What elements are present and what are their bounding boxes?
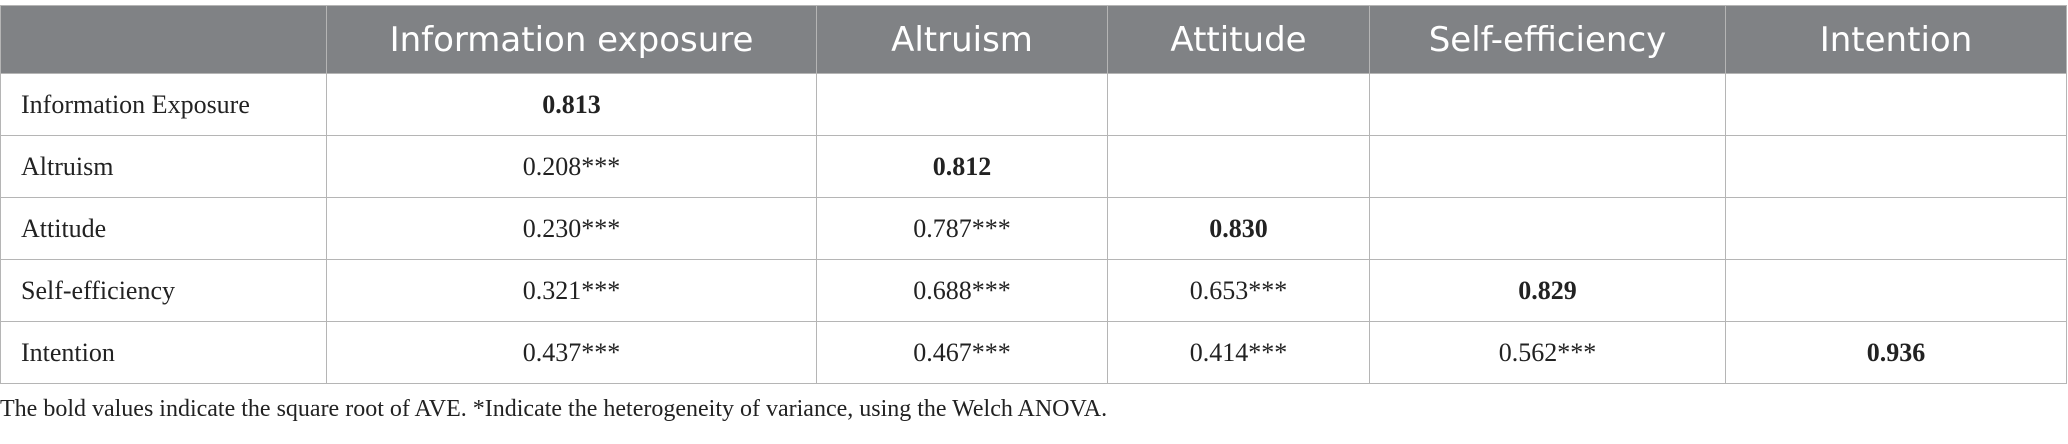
table-row: Information Exposure 0.813 xyxy=(0,73,2067,136)
value-cell: 0.437*** xyxy=(326,321,817,384)
value-cell: 0.208*** xyxy=(326,135,817,198)
column-header: Information exposure xyxy=(326,5,817,74)
empty-cell xyxy=(1725,135,2067,198)
table-note: The bold values indicate the square root… xyxy=(0,396,1108,422)
empty-cell xyxy=(816,73,1108,136)
header-row: Information exposure Altruism Attitude Self… xyxy=(0,5,2067,74)
empty-cell xyxy=(1369,135,1726,198)
value-cell: 0.936 xyxy=(1725,321,2067,384)
value-cell: 0.230*** xyxy=(326,197,817,260)
value-cell: 0.653*** xyxy=(1107,259,1370,322)
table-body: Information Exposure 0.813 Altruism 0.208**… xyxy=(0,73,2067,384)
empty-cell xyxy=(1725,73,2067,136)
row-label: Information Exposure xyxy=(0,73,327,136)
value-cell: 0.830 xyxy=(1107,197,1370,260)
value-cell: 0.414*** xyxy=(1107,321,1370,384)
value-cell: 0.829 xyxy=(1369,259,1726,322)
column-header: Self-efficiency xyxy=(1369,5,1726,74)
row-label: Attitude xyxy=(0,197,327,260)
value-cell: 0.688*** xyxy=(816,259,1108,322)
value-cell: 0.562*** xyxy=(1369,321,1726,384)
empty-cell xyxy=(1369,197,1726,260)
row-label: Self-efficiency xyxy=(0,259,327,322)
table-row: Attitude 0.230*** 0.787*** 0.830 xyxy=(0,197,2067,260)
empty-cell xyxy=(1725,259,2067,322)
column-header: Altruism xyxy=(816,5,1108,74)
empty-cell xyxy=(1725,197,2067,260)
corner-cell xyxy=(0,5,327,74)
row-label: Intention xyxy=(0,321,327,384)
value-cell: 0.321*** xyxy=(326,259,817,322)
empty-cell xyxy=(1369,73,1726,136)
column-header: Intention xyxy=(1725,5,2067,74)
table-row: Altruism 0.208*** 0.812 xyxy=(0,135,2067,198)
empty-cell xyxy=(1107,73,1370,136)
column-header: Attitude xyxy=(1107,5,1370,74)
value-cell: 0.467*** xyxy=(816,321,1108,384)
correlation-table: Information exposure Altruism Attitude Self… xyxy=(0,5,2067,384)
value-cell: 0.787*** xyxy=(816,197,1108,260)
value-cell: 0.813 xyxy=(326,73,817,136)
table-row: Self-efficiency 0.321*** 0.688*** 0.653*** 0… xyxy=(0,259,2067,322)
empty-cell xyxy=(1107,135,1370,198)
table-row: Intention 0.437*** 0.467*** 0.414*** 0.562**… xyxy=(0,321,2067,384)
row-label: Altruism xyxy=(0,135,327,198)
value-cell: 0.812 xyxy=(816,135,1108,198)
